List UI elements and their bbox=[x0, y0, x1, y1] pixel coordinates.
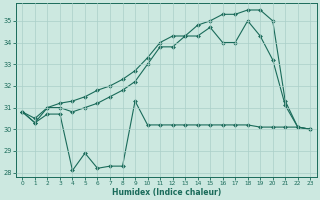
X-axis label: Humidex (Indice chaleur): Humidex (Indice chaleur) bbox=[112, 188, 221, 197]
